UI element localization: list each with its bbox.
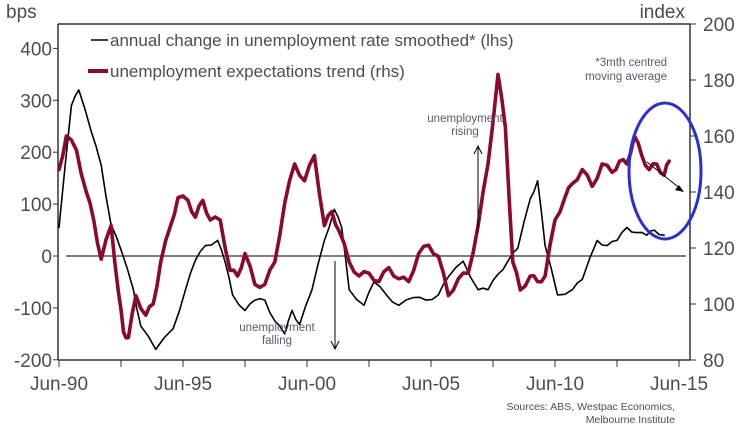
left-tick-label: -200	[14, 351, 52, 372]
left-axis-label: bps	[6, 2, 37, 23]
note-moving-average-line2: moving average	[585, 71, 667, 83]
arrow-down-icon	[330, 261, 340, 351]
right-axis-label: index	[640, 2, 686, 23]
x-tick-label: Jun-05	[402, 374, 460, 395]
trend-arrow-icon	[646, 161, 684, 192]
source-line1: Sources: ABS, Westpac Economics,	[507, 401, 675, 413]
annotation-falling-line1: unemployment	[239, 322, 315, 334]
legend-label-expectations: unemployment expectations trend (rhs)	[110, 62, 405, 81]
source-line2: Melbourne Institute	[586, 414, 675, 426]
x-tick-label: Jun-00	[278, 374, 336, 395]
annotation-falling-line2: falling	[262, 335, 292, 347]
series-line-annual-change	[58, 89, 665, 351]
x-tick-label: Jun-10	[526, 374, 584, 395]
x-tick-label: Jun-95	[154, 374, 212, 395]
x-tick-label: Jun-15	[650, 374, 708, 395]
left-tick-label: 0	[41, 247, 52, 268]
annotation-rising-line2: rising	[451, 126, 478, 138]
left-tick-label: 300	[20, 91, 52, 112]
right-tick-label: 140	[703, 183, 735, 204]
highlight-ellipse	[627, 101, 703, 241]
series-group	[57, 72, 671, 351]
legend-label-annual-change: annual change in unemployment rate smoot…	[110, 31, 514, 50]
x-tick-label: Jun-90	[30, 374, 88, 395]
right-tick-label: 120	[703, 239, 735, 260]
right-tick-label: 100	[703, 295, 735, 316]
right-tick-label: 180	[703, 71, 735, 92]
left-tick-label: 100	[20, 195, 52, 216]
right-tick-label: 200	[703, 15, 735, 36]
series-line-expectations	[57, 72, 671, 340]
note-moving-average-line1: *3mth centred	[595, 57, 667, 69]
arrow-up-icon	[473, 144, 483, 233]
left-tick-label: 400	[20, 39, 52, 60]
left-tick-label: 200	[20, 143, 52, 164]
left-tick-label: -100	[14, 299, 52, 320]
annotation-rising-line1: unemployment	[427, 113, 503, 125]
axes-group: 400 300 200 100 0 -100 -200 200 180 160 140 120 100 8…	[14, 15, 735, 395]
right-tick-label: 160	[703, 127, 735, 148]
right-tick-label: 80	[703, 351, 724, 372]
